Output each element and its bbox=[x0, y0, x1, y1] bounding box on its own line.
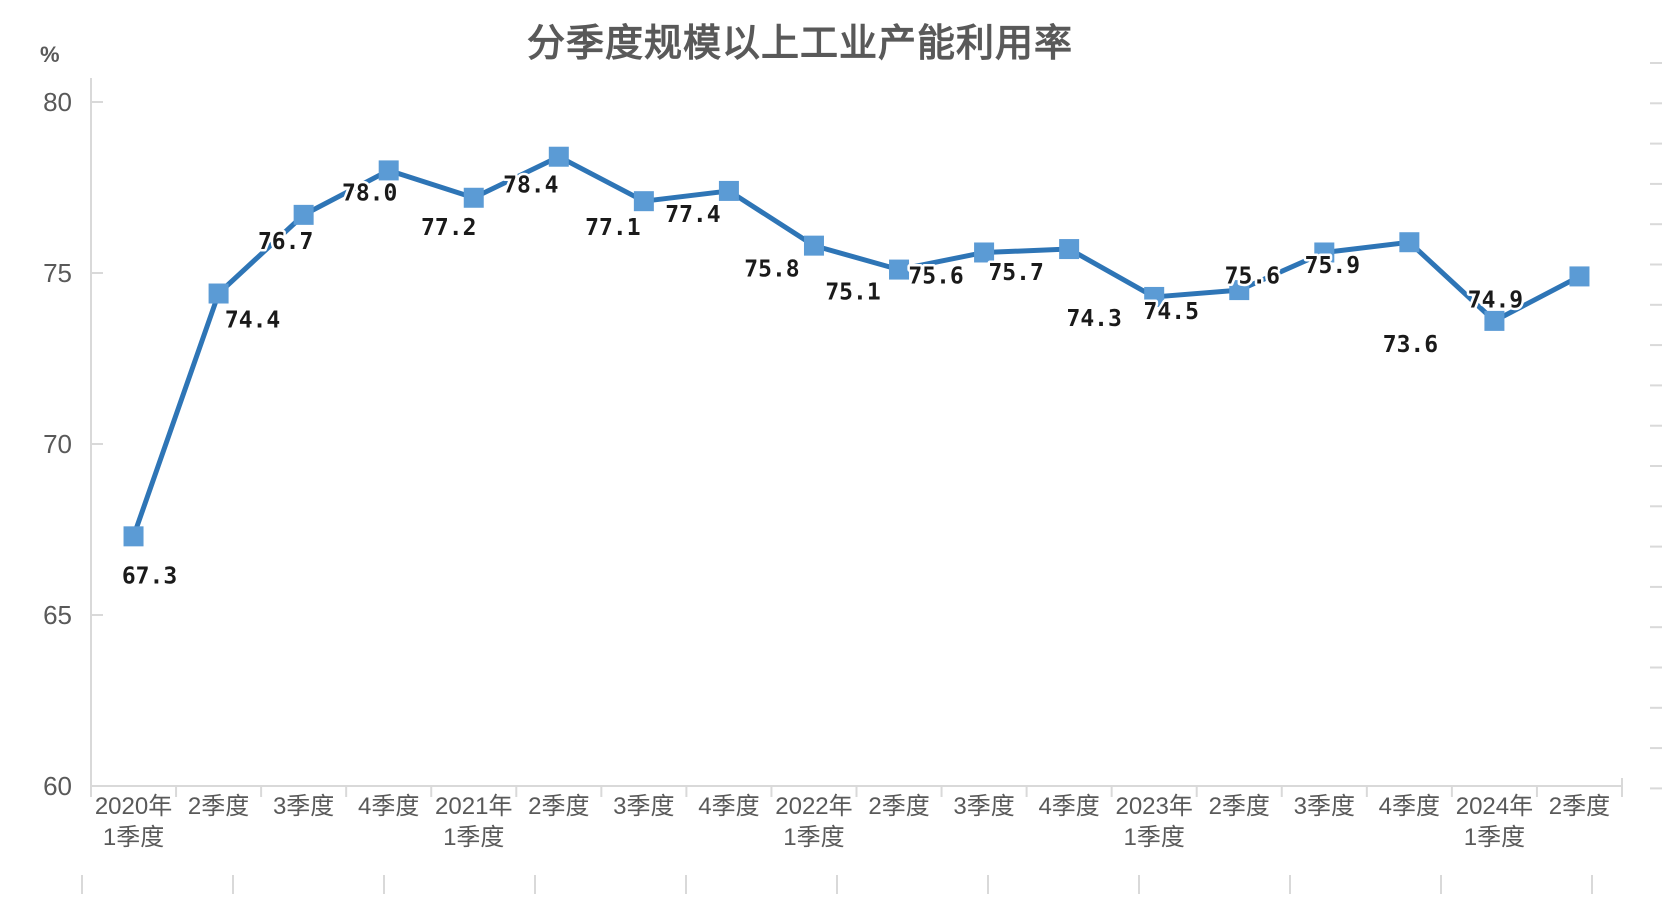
x-tick-label: 4季度 bbox=[1038, 793, 1099, 820]
data-label: 74.3 bbox=[1066, 306, 1121, 332]
x-tick-label: 1季度 bbox=[783, 824, 844, 851]
data-point-marker bbox=[974, 242, 995, 263]
x-tick-label: 2022年 bbox=[775, 793, 852, 820]
data-point-marker bbox=[463, 187, 484, 208]
data-label: 73.6 bbox=[1383, 332, 1438, 358]
data-point-marker bbox=[1569, 266, 1590, 287]
x-tick-label: 3季度 bbox=[1294, 793, 1355, 820]
y-axis-unit-label: % bbox=[40, 42, 60, 67]
data-point-marker bbox=[548, 146, 569, 167]
data-label: 75.1 bbox=[825, 280, 880, 306]
data-label: 75.8 bbox=[744, 257, 799, 283]
data-point-marker bbox=[293, 204, 314, 225]
data-point-marker bbox=[1314, 242, 1335, 263]
data-label: 75.6 bbox=[908, 263, 963, 289]
data-point-marker bbox=[633, 191, 654, 212]
x-tick-label: 2季度 bbox=[868, 793, 929, 820]
y-tick-label: 75 bbox=[43, 258, 72, 288]
x-tick-label: 3季度 bbox=[613, 793, 674, 820]
x-tick-label: 1季度 bbox=[443, 824, 504, 851]
x-tick-label: 2季度 bbox=[188, 793, 249, 820]
data-label: 74.5 bbox=[1144, 299, 1199, 325]
data-label: 77.1 bbox=[585, 215, 640, 241]
x-tick-label: 2024年 bbox=[1456, 793, 1533, 820]
data-label: 77.4 bbox=[665, 202, 720, 228]
data-point-marker bbox=[1399, 232, 1420, 253]
x-tick-label: 3季度 bbox=[953, 793, 1014, 820]
data-label: 78.0 bbox=[342, 180, 397, 206]
data-label: 75.7 bbox=[988, 260, 1043, 286]
x-tick-label: 1季度 bbox=[103, 824, 164, 851]
x-tick-label: 2季度 bbox=[1209, 793, 1270, 820]
data-label: 77.2 bbox=[421, 215, 476, 241]
data-point-marker bbox=[378, 160, 399, 181]
x-tick-label: 4季度 bbox=[1379, 793, 1440, 820]
data-label: 75.9 bbox=[1305, 253, 1360, 279]
x-tick-label: 3季度 bbox=[273, 793, 334, 820]
data-point-marker bbox=[208, 283, 229, 304]
y-tick-label: 70 bbox=[43, 429, 72, 459]
data-point-marker bbox=[123, 526, 144, 547]
x-tick-label: 2021年 bbox=[435, 793, 512, 820]
series-line bbox=[131, 154, 1582, 539]
data-point-marker bbox=[718, 180, 739, 201]
x-tick-label: 2023年 bbox=[1115, 793, 1192, 820]
x-tick-label: 4季度 bbox=[358, 793, 419, 820]
y-tick-label: 65 bbox=[43, 600, 72, 630]
data-label: 74.9 bbox=[1468, 287, 1523, 313]
data-label: 78.4 bbox=[503, 173, 558, 199]
x-tick-label: 1季度 bbox=[1124, 824, 1185, 851]
data-label: 67.3 bbox=[122, 563, 177, 589]
data-point-marker bbox=[889, 259, 910, 280]
x-tick-label: 1季度 bbox=[1464, 824, 1525, 851]
data-label: 76.7 bbox=[258, 229, 313, 255]
x-tick-label: 2季度 bbox=[528, 793, 589, 820]
data-point-marker bbox=[1059, 239, 1080, 260]
x-tick-label: 2020年 bbox=[95, 793, 172, 820]
y-tick-label: 60 bbox=[43, 771, 72, 801]
x-tick-label: 4季度 bbox=[698, 793, 759, 820]
y-tick-label: 80 bbox=[43, 87, 72, 117]
data-point-marker bbox=[1144, 286, 1165, 307]
data-point-marker bbox=[1484, 310, 1505, 331]
chart-title: 分季度规模以上工业产能利用率 bbox=[526, 23, 1074, 65]
x-tick-label: 2季度 bbox=[1549, 793, 1610, 820]
data-label: 74.4 bbox=[225, 308, 280, 334]
data-label: 75.6 bbox=[1225, 263, 1280, 289]
data-point-marker bbox=[1229, 280, 1250, 301]
data-point-marker bbox=[803, 235, 824, 256]
